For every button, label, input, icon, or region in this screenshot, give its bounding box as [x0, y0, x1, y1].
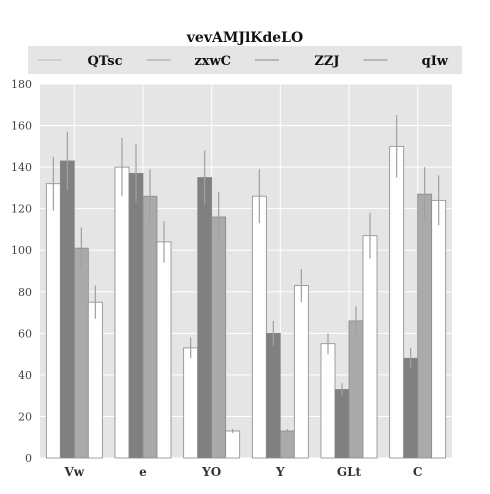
x-tick-label: YO — [201, 465, 221, 479]
bar-qIw-YO — [225, 430, 241, 459]
legend-label: QTsc — [87, 54, 122, 69]
bar-qIw-C — [431, 199, 447, 459]
bar-zxwC-YO — [197, 177, 213, 459]
plot-area: 0 20 40 60 80 100 120 140 160 180 Vw e YO Y GLt C — [11, 78, 452, 479]
y-tick-label: 60 — [18, 327, 32, 340]
bar-QTsc-YO — [183, 347, 199, 459]
bar-qIw-Y — [293, 285, 309, 459]
bar-zxwC-Vw — [59, 160, 75, 459]
bar-ZZJ-Vw — [73, 247, 89, 459]
x-tick-label: C — [413, 465, 423, 479]
bar-QTsc-e — [114, 166, 130, 459]
bar-zxwC-C — [403, 357, 419, 459]
bar-QTsc-Y — [251, 195, 267, 459]
bar-ZZJ-e — [142, 195, 158, 459]
y-tick-label: 20 — [18, 410, 32, 423]
x-tick-label: GLt — [337, 465, 362, 479]
bar-qIw-Vw — [87, 301, 103, 459]
bar-zxwC-e — [128, 172, 144, 459]
bar-QTsc-GLt — [320, 343, 336, 459]
y-tick-label: 180 — [11, 78, 32, 91]
y-tick-label: 100 — [11, 244, 32, 257]
x-tick-label: Vw — [64, 465, 85, 479]
y-tick-label: 40 — [18, 369, 32, 382]
legend-label: ZZJ — [314, 54, 339, 69]
plot-background — [40, 84, 452, 458]
bar-ZZJ-GLt — [348, 320, 364, 459]
legend-label: qIw — [422, 54, 449, 69]
bar-zxwC-GLt — [334, 389, 350, 459]
y-tick-label: 140 — [11, 161, 32, 174]
bar-ZZJ-Y — [279, 430, 295, 459]
chart-title: vevAMJlKdeLO — [186, 30, 303, 46]
bar-QTsc-C — [389, 145, 405, 459]
legend: QTsc zxwC ZZJ qIw — [28, 46, 462, 74]
bar-ZZJ-YO — [211, 216, 227, 459]
bar-ZZJ-C — [417, 193, 433, 459]
legend-box — [28, 46, 462, 74]
bar-zxwC-Y — [265, 332, 281, 459]
y-tick-label: 120 — [11, 203, 32, 216]
legend-label: zxwC — [194, 54, 231, 69]
bar-QTsc-Vw — [45, 183, 61, 459]
y-tick-label: 80 — [18, 286, 32, 299]
bar-qIw-GLt — [362, 235, 378, 459]
y-tick-label: 160 — [11, 120, 32, 133]
y-tick-label: 0 — [25, 452, 32, 465]
x-tick-label: e — [139, 465, 147, 479]
bar-qIw-e — [156, 241, 172, 459]
x-tick-label: Y — [275, 465, 285, 479]
